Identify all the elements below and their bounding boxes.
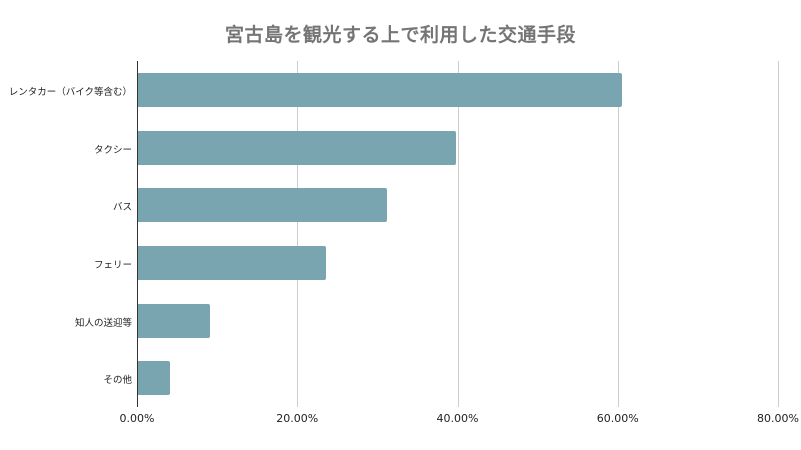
category-label: バス (112, 202, 132, 214)
bar[interactable] (137, 130, 456, 165)
gridline (297, 61, 299, 407)
x-tick-label: 80.00% (757, 412, 799, 425)
category-label: レンタカー（バイク等含む） (8, 86, 132, 98)
x-tick-label: 60.00% (596, 412, 639, 425)
gridline (457, 61, 459, 407)
y-axis-line (137, 61, 138, 407)
bar[interactable] (137, 72, 622, 107)
category-label: 知人の送迎等 (74, 317, 132, 329)
gridline (778, 61, 779, 407)
x-tick-label: 20.00% (276, 412, 319, 425)
chart-title: 宮古島を観光する上で利用した交通手段 (224, 24, 576, 46)
bar[interactable] (137, 188, 387, 223)
category-label: その他 (103, 375, 132, 387)
bar[interactable] (137, 245, 327, 280)
gridline (617, 61, 619, 407)
x-tick-label: 0.00% (119, 412, 155, 425)
bar[interactable] (137, 303, 210, 338)
bar[interactable] (137, 361, 170, 396)
category-label: タクシー (93, 144, 132, 156)
category-label: フェリー (93, 259, 132, 271)
x-tick-label: 40.00% (436, 412, 479, 425)
plot-area (137, 61, 779, 407)
